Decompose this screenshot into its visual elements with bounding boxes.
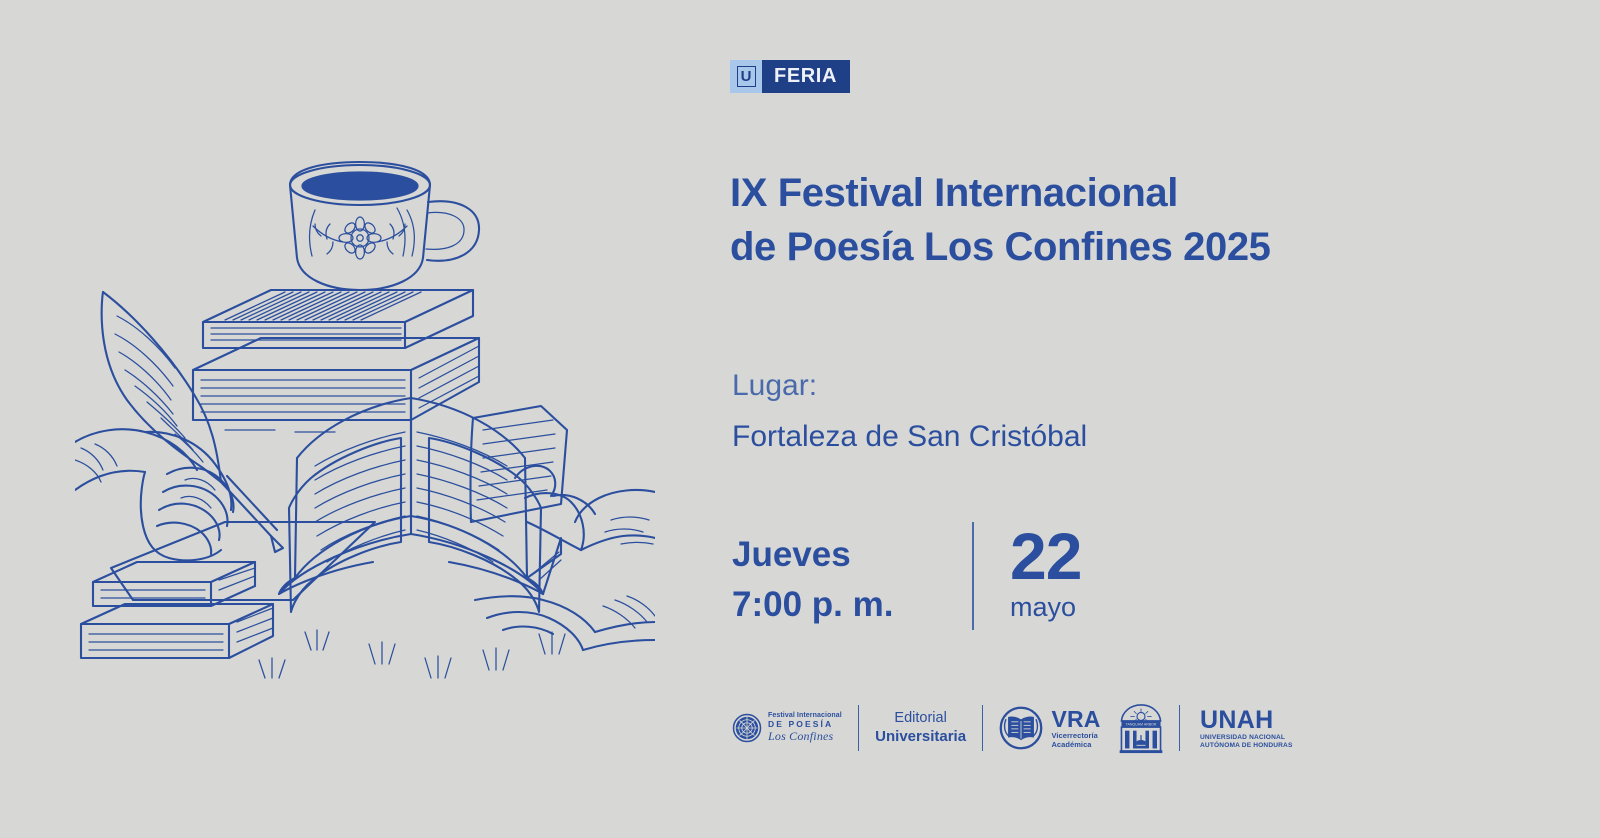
- editorial-line1: Editorial: [894, 709, 947, 726]
- uferia-u-mark: U: [730, 60, 762, 93]
- uferia-u-letter: U: [736, 66, 756, 87]
- logo-divider-2: [982, 705, 984, 751]
- quill-pen-icon: [100, 290, 285, 554]
- cup-flower-motif: [312, 216, 408, 260]
- hand-holding-paper: [469, 404, 655, 552]
- logo-vra: VRA Vicerrectoría Académica: [999, 698, 1100, 758]
- month-name: mayo: [1010, 591, 1077, 622]
- vra-line2: Académica: [1051, 739, 1092, 749]
- confines-line2: DE POESÍA: [768, 718, 834, 729]
- illustration-pane: [0, 0, 730, 838]
- vra-open-book-seal-icon: [1000, 706, 1043, 750]
- book-stack-top: [191, 288, 481, 433]
- confines-line3: Los Confines: [768, 729, 834, 744]
- day-month-block: 22 mayo: [1010, 519, 1082, 630]
- open-book: [277, 396, 563, 614]
- unah-line2: AUTÓNOMA DE HONDURAS: [1200, 741, 1293, 749]
- weekday-and-time: Jueves 7:00 p. m.: [732, 535, 894, 624]
- teacup-icon: [288, 160, 481, 292]
- editorial-line2: Universitaria: [875, 727, 967, 745]
- grass-tufts: [258, 629, 566, 679]
- logo-editorial-universitaria: Editorial Universitaria: [875, 698, 966, 758]
- uferia-word-label: FERIA: [774, 65, 837, 87]
- date-vertical-divider: [972, 522, 974, 630]
- confines-line1: Festival Internacional: [768, 712, 842, 720]
- unah-seal-motto: TANQUAM ARBOR: [1125, 723, 1156, 727]
- los-confines-globe-icon: [732, 713, 762, 743]
- vra-acronym: VRA: [1051, 706, 1101, 733]
- supporting-hand: [473, 595, 655, 652]
- logo-unah: TANQUAM ARBOR: [1117, 698, 1293, 758]
- writing-paper: [109, 520, 377, 602]
- venue-name: Fortaleza de San Cristóbal: [732, 419, 1088, 453]
- venue-block: Lugar: Fortaleza de San Cristóbal: [732, 365, 1087, 458]
- sponsor-logo-strip: Festival Internacional DE POESÍA Los Con…: [732, 698, 1293, 758]
- poetry-illustration: [75, 160, 655, 679]
- unah-university-seal-icon: TANQUAM ARBOR: [1119, 704, 1162, 754]
- writing-hand: [75, 428, 235, 562]
- logo-divider-3: [1178, 705, 1181, 751]
- day-number: 22: [1010, 519, 1082, 593]
- venue-label: Lugar:: [732, 369, 818, 402]
- logo-los-confines: Festival Internacional DE POESÍA Los Con…: [732, 698, 842, 758]
- unah-acronym: UNAH: [1200, 706, 1274, 735]
- book-stack-bottom: [79, 560, 275, 660]
- logo-divider-1: [857, 705, 860, 751]
- event-title: IX Festival Internacional de Poesía Los …: [730, 171, 1271, 270]
- uferia-logo-badge: U FERIA: [730, 60, 850, 93]
- unah-line1: UNIVERSIDAD NACIONAL: [1200, 734, 1286, 742]
- date-row: Jueves 7:00 p. m. 22 mayo: [732, 519, 1082, 630]
- vra-line1: Vicerrectoría: [1051, 731, 1098, 741]
- content-pane: U FERIA IX Festival Internacional de Poe…: [730, 0, 1600, 838]
